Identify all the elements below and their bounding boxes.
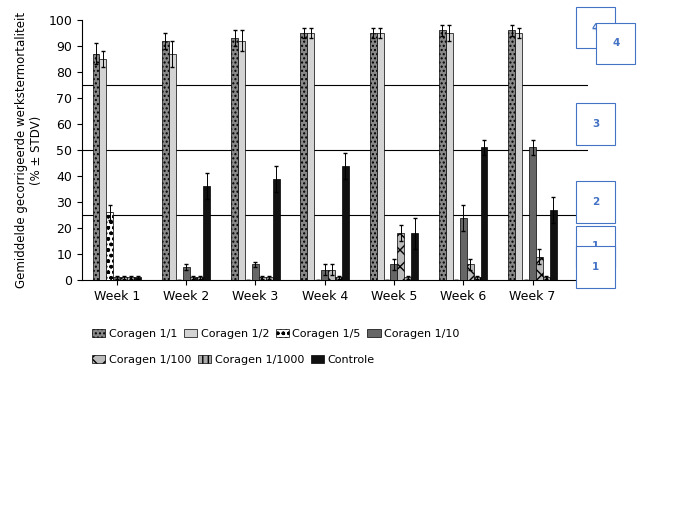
Bar <box>474 278 481 280</box>
Bar <box>127 278 134 280</box>
Bar <box>106 212 114 280</box>
Text: 4: 4 <box>592 23 599 33</box>
Bar <box>162 41 169 280</box>
Bar <box>189 278 197 280</box>
Bar <box>370 33 377 280</box>
Bar <box>529 148 536 280</box>
Bar <box>377 33 383 280</box>
Bar <box>481 148 487 280</box>
Bar <box>134 278 141 280</box>
Bar <box>335 278 342 280</box>
Bar <box>93 54 99 280</box>
Bar <box>120 278 127 280</box>
Bar <box>328 270 335 280</box>
Bar <box>272 179 280 280</box>
Bar <box>321 270 328 280</box>
Bar <box>550 210 557 280</box>
Bar <box>203 186 210 280</box>
Y-axis label: Gemiddelde gecorrigeerde werkstermortaliteit
(% ± STDV): Gemiddelde gecorrigeerde werkstermortali… <box>15 12 43 288</box>
Bar <box>308 33 314 280</box>
Bar <box>391 265 397 280</box>
Bar <box>536 257 543 280</box>
Bar <box>300 33 308 280</box>
Bar <box>231 38 238 280</box>
Text: 1: 1 <box>592 241 599 251</box>
Bar <box>99 59 106 280</box>
Bar <box>197 278 203 280</box>
Text: 2: 2 <box>592 197 599 207</box>
Bar <box>460 218 466 280</box>
Bar <box>266 278 272 280</box>
Bar <box>543 278 550 280</box>
Bar <box>466 265 474 280</box>
Bar <box>169 54 176 280</box>
Bar <box>183 267 189 280</box>
Bar <box>404 278 411 280</box>
Legend: Coragen 1/100, Coragen 1/1000, Controle: Coragen 1/100, Coragen 1/1000, Controle <box>88 351 379 369</box>
Bar <box>397 233 404 280</box>
Bar <box>259 278 266 280</box>
Bar <box>439 31 446 280</box>
Bar <box>515 33 522 280</box>
Bar <box>252 265 259 280</box>
Bar <box>446 33 453 280</box>
Bar <box>508 31 515 280</box>
Bar <box>238 41 245 280</box>
Bar <box>342 166 349 280</box>
Bar <box>114 278 120 280</box>
Text: 3: 3 <box>592 119 599 129</box>
Text: 4: 4 <box>612 38 619 48</box>
Text: 1: 1 <box>592 262 599 272</box>
Bar <box>411 233 418 280</box>
